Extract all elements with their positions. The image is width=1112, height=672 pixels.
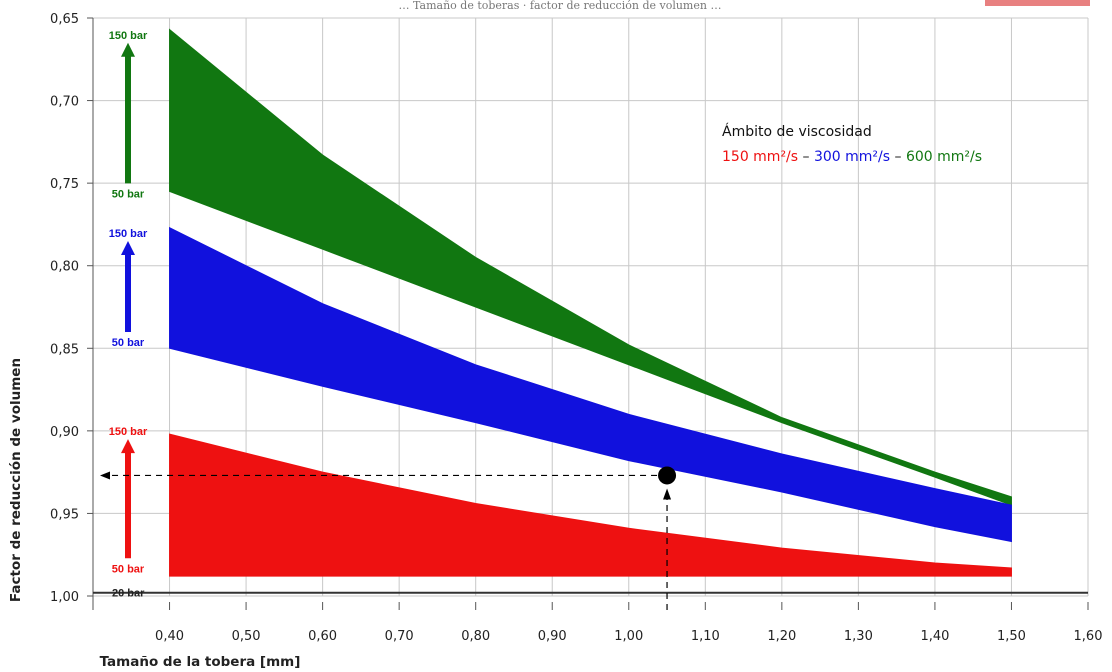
pressure-label-top: 150 bar (109, 30, 148, 42)
legend-item-300: 300 mm²/s (814, 149, 890, 165)
x-tick-label: 1,40 (920, 629, 949, 644)
example-up-arrowhead (663, 488, 672, 500)
pressure-markers: 150 bar 50 bar 150 bar 50 bar 150 bar 50 bar (109, 30, 148, 576)
x-tick-label: 0,80 (461, 629, 490, 644)
x-tick-label: 1,50 (997, 629, 1026, 644)
pressure-arrow-head (121, 240, 135, 255)
x-tick-labels: 0,40 0,50 0,60 0,70 0,80 0,90 1,00 1,10 1,20 1,30… (155, 602, 1102, 644)
viscosity-bands (169, 28, 1012, 577)
y-axis-title: Factor de reducción de volumen (8, 358, 24, 602)
pressure-label-bottom: 50 bar (112, 563, 145, 575)
x-tick-label: 1,20 (767, 629, 796, 644)
y-tick-label: 0,80 (50, 260, 79, 275)
x-axis-title: Tamaño de la tobera [mm] (100, 654, 301, 670)
y-tick-label: 0,70 (50, 95, 79, 110)
legend-items: 150 mm²/s – 300 mm²/s – 600 mm²/s (722, 149, 982, 165)
x-tick-label: 0,70 (385, 629, 414, 644)
legend-separator: – (895, 149, 902, 165)
top-corner-badge (985, 0, 1090, 6)
legend-separator: – (803, 149, 810, 165)
axes: 20 bar (92, 18, 1088, 610)
x-tick-label: 1,10 (691, 629, 720, 644)
pressure-label-bottom: 50 bar (112, 188, 145, 200)
pressure-label-top: 150 bar (109, 426, 148, 438)
x-tick-label: 0,90 (538, 629, 567, 644)
pressure-arrow-head (121, 439, 135, 454)
y-tick-label: 0,90 (50, 425, 79, 440)
legend-item-150: 150 mm²/s (722, 149, 798, 165)
x-tick-label: 0,60 (308, 629, 337, 644)
legend-title: Ámbito de viscosidad (722, 123, 872, 140)
y-tick-labels: 0,65 0,70 0,75 0,80 0,85 0,90 0,95 1,00 (50, 12, 93, 605)
pressure-label-bottom: 50 bar (112, 337, 145, 349)
x-tick-label: 1,00 (614, 629, 643, 644)
x-tick-label: 1,30 (844, 629, 873, 644)
baseline-label: 20 bar (112, 588, 145, 600)
x-tick-label: 0,40 (155, 629, 184, 644)
band-150 (169, 433, 1012, 577)
y-tick-label: 0,85 (50, 342, 79, 357)
legend: Ámbito de viscosidad 150 mm²/s – 300 mm²… (722, 123, 982, 165)
y-tick-label: 0,95 (50, 507, 79, 522)
y-tick-label: 0,75 (50, 177, 79, 192)
example-left-arrowhead (100, 471, 110, 480)
pressure-label-top: 150 bar (109, 228, 148, 240)
example-point (658, 466, 677, 485)
y-tick-label: 1,00 (50, 590, 79, 605)
pressure-arrow-head (121, 42, 135, 57)
legend-item-600: 600 mm²/s (906, 149, 982, 165)
example-reading (100, 466, 677, 610)
x-tick-label: 1,60 (1074, 629, 1103, 644)
top-caption: … Tamaño de toberas · factor de reducció… (399, 0, 722, 12)
x-tick-label: 0,50 (232, 629, 261, 644)
band-300 (169, 226, 1012, 543)
y-tick-label: 0,65 (50, 12, 79, 27)
